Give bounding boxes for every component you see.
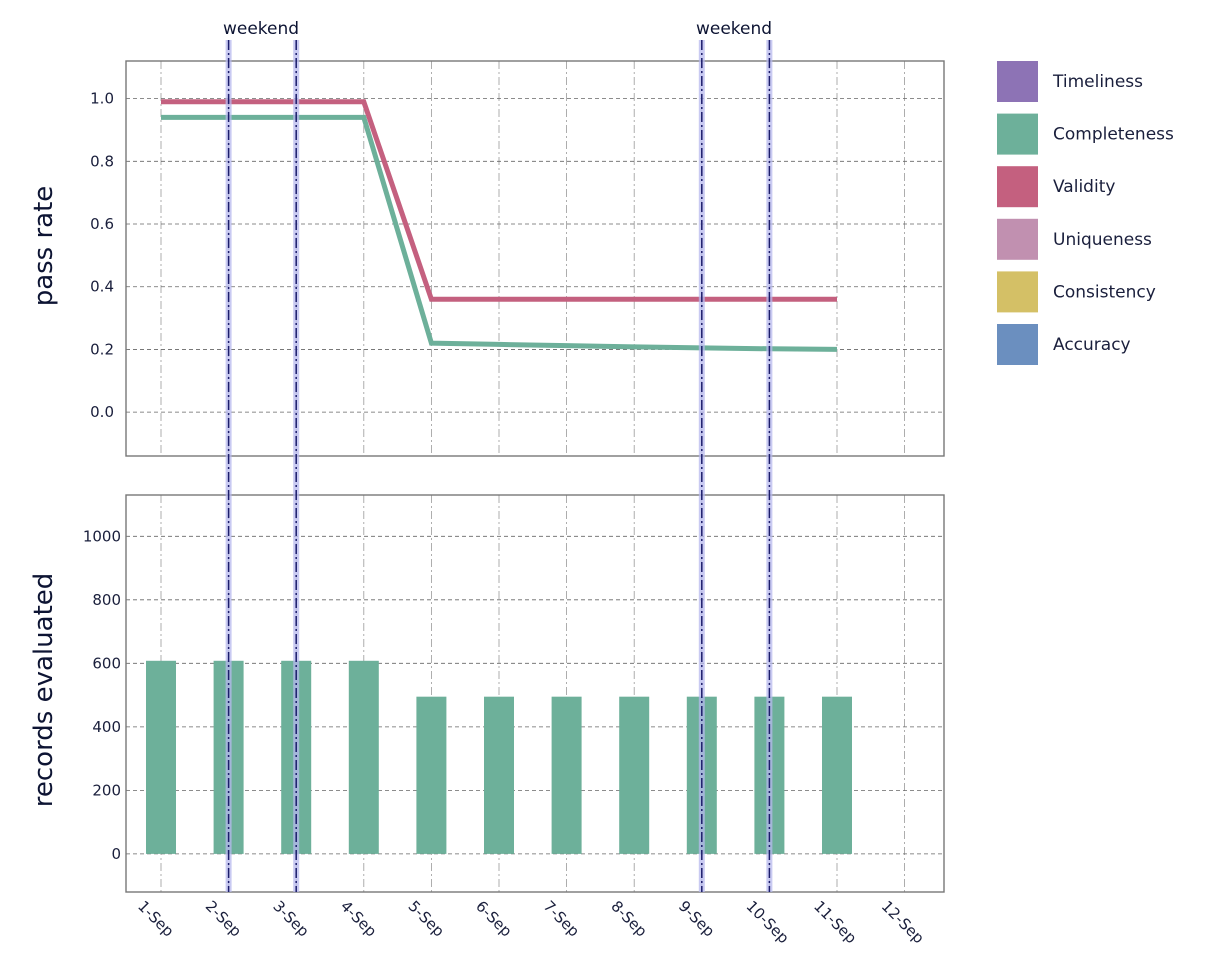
x-tick-label: 11-Sep — [810, 897, 860, 947]
pass-rate-y-tick: 1.0 — [90, 90, 114, 108]
records-frame — [125, 494, 945, 893]
legend-label-timeliness: Timeliness — [1052, 72, 1143, 92]
legend-label-validity: Validity — [1053, 177, 1115, 197]
legend-swatch-timeliness — [997, 61, 1038, 102]
records-y-tick: 200 — [92, 781, 121, 799]
records-y-tick: 600 — [92, 654, 121, 672]
x-tick-label: 7-Sep — [540, 897, 583, 940]
series-line-completeness — [161, 114, 838, 352]
pass-rate-y-tick: 0.0 — [90, 403, 114, 421]
pass-rate-y-tick: 0.8 — [90, 152, 114, 170]
x-tick-label: 1-Sep — [134, 897, 177, 940]
x-tick-label: 3-Sep — [269, 897, 312, 940]
records-bar — [619, 696, 650, 854]
pass-rate-y-tick: 0.2 — [90, 340, 114, 358]
legend: Timeliness Completeness Validity Uniqueness… — [997, 61, 1174, 365]
weekend-markers — [225, 40, 773, 892]
x-tick-label: 4-Sep — [337, 897, 380, 940]
legend-label-completeness: Completeness — [1053, 125, 1174, 145]
legend-label-consistency: Consistency — [1053, 282, 1156, 302]
records-grid — [126, 495, 944, 892]
legend-swatch-uniqueness — [997, 218, 1038, 260]
pass-rate-y-tick: 0.6 — [90, 215, 114, 233]
x-axis-ticks: 1-Sep 2-Sep 3-Sep 4-Sep 5-Sep 6-Sep 7-Sep 8-Sep… — [134, 897, 928, 947]
x-tick-label: 8-Sep — [607, 897, 650, 940]
records-y-tick: 800 — [92, 591, 121, 609]
pass-rate-y-label: pass rate — [29, 186, 59, 307]
pass-rate-y-tick: 0.4 — [90, 278, 114, 296]
pass-rate-panel: 0.0 0.2 0.4 0.6 0.8 1.0 pass rate — [29, 60, 945, 457]
records-bar — [551, 696, 582, 854]
records-bar — [822, 696, 852, 854]
records-y-ticks: 0 200 400 600 800 1000 — [83, 527, 121, 863]
pass-rate-grid — [126, 61, 944, 456]
x-tick-label: 5-Sep — [405, 897, 448, 940]
x-tick-label: 12-Sep — [878, 897, 928, 947]
x-tick-label: 6-Sep — [472, 897, 515, 940]
records-evaluated-panel: 0 200 400 600 800 1000 records evaluated — [29, 494, 945, 893]
records-y-tick: 400 — [92, 718, 121, 736]
x-tick-label: 10-Sep — [743, 897, 793, 947]
legend-swatch-consistency — [997, 271, 1038, 313]
legend-label-uniqueness: Uniqueness — [1053, 230, 1152, 250]
weekend-label-1: weekend — [223, 19, 299, 39]
legend-swatch-completeness — [997, 113, 1038, 155]
records-y-tick: 1000 — [83, 527, 121, 545]
records-bar — [484, 696, 514, 854]
records-bar — [146, 660, 176, 854]
legend-swatch-accuracy — [997, 324, 1038, 365]
records-bar — [416, 696, 447, 854]
weekend-label-2: weekend — [696, 19, 772, 39]
legend-swatch-validity — [997, 166, 1038, 208]
series-line-validity — [161, 99, 837, 302]
x-tick-label: 2-Sep — [202, 897, 245, 940]
x-tick-label: 9-Sep — [675, 897, 718, 940]
pass-rate-lines — [161, 99, 838, 352]
records-y-tick: 0 — [111, 845, 121, 863]
pass-rate-frame — [125, 60, 945, 457]
pass-rate-y-ticks: 0.0 0.2 0.4 0.6 0.8 1.0 — [90, 90, 114, 421]
records-bar — [348, 660, 379, 854]
legend-label-accuracy: Accuracy — [1053, 335, 1131, 355]
records-y-label: records evaluated — [29, 573, 59, 808]
